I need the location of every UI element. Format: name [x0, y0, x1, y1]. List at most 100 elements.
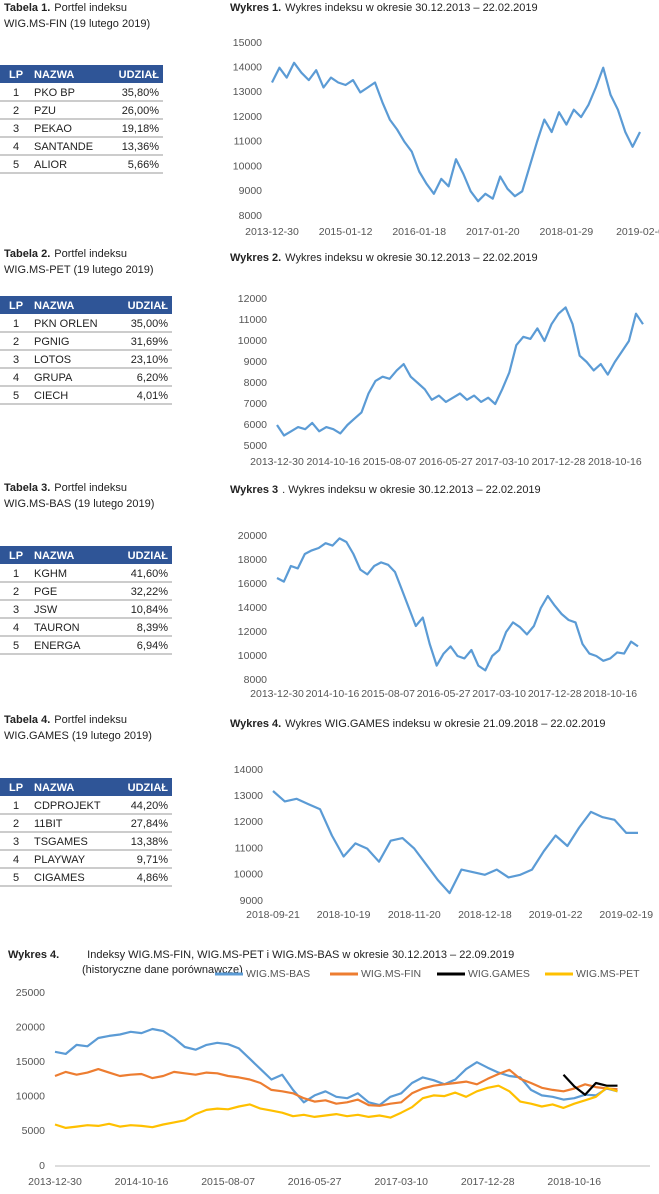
table-cell: 8,39% [137, 622, 168, 634]
table-header [0, 65, 163, 83]
x-tick-label: 2013-12-30 [245, 226, 299, 238]
table-caption: Tabela 2. Portfel indeksu [4, 248, 127, 260]
table-cell: CIGAMES [34, 872, 85, 884]
x-tick-label: 2018-10-16 [588, 456, 642, 468]
table-cell: 5 [13, 159, 19, 171]
x-tick-label: 2018-09-21 [246, 909, 300, 921]
table-cell: 44,20% [131, 800, 169, 812]
table-cell: 2 [13, 105, 19, 117]
table-cell: 32,22% [131, 586, 169, 598]
table-label: Tabela 2. [4, 248, 50, 260]
table-cell: 4 [13, 622, 19, 634]
column-header: UDZIAŁ [128, 782, 169, 794]
chart-title-text: Indeksy WIG.MS-FIN, WIG.MS-PET i WIG.MS-… [87, 949, 514, 961]
series-line [276, 306, 644, 437]
x-tick-label: 2016-05-27 [288, 1176, 342, 1188]
table-cell: 5 [13, 390, 19, 402]
table-cell: 1 [13, 568, 19, 580]
x-tick-label: 2018-10-16 [583, 688, 637, 700]
table-cell: PLAYWAY [34, 854, 86, 866]
series-line [54, 1027, 618, 1107]
legend-label: WIG.MS-PET [576, 968, 640, 980]
table-caption: WIG.GAMES (19 lutego 2019) [4, 730, 152, 742]
column-header: LP [9, 69, 23, 81]
table-caption-text: Portfel indeksu [54, 248, 127, 260]
table-cell: 3 [13, 836, 19, 848]
table-cell: 41,60% [131, 568, 169, 580]
y-tick-label: 9000 [240, 895, 264, 907]
table-cell: SANTANDE [34, 141, 93, 153]
legend-label: WIG.MS-BAS [246, 968, 310, 980]
x-tick-label: 2017-01-20 [466, 226, 520, 238]
y-tick-label: 14000 [233, 61, 262, 73]
table-caption-text: Portfel indeksu [54, 714, 127, 726]
column-header: LP [9, 782, 23, 794]
y-tick-label: 10000 [238, 335, 267, 347]
y-tick-label: 6000 [244, 419, 268, 431]
y-tick-label: 8000 [244, 674, 268, 686]
column-header: UDZIAŁ [119, 69, 160, 81]
table-cell: PGE [34, 586, 57, 598]
series-line [562, 1073, 618, 1096]
x-tick-label: 2013-12-30 [28, 1176, 82, 1188]
chart-title: Wykres 4. Wykres WIG.GAMES indeksu w okre… [230, 718, 605, 730]
table-header [0, 546, 172, 564]
x-tick-label: 2013-12-30 [250, 456, 304, 468]
x-tick-label: 2017-03-10 [472, 688, 526, 700]
chart-title-label: Wykres 3 [230, 484, 278, 496]
chart-title-label: Wykres 4. [230, 718, 281, 730]
table-caption-text: Portfel indeksu [54, 2, 127, 14]
column-header: UDZIAŁ [128, 550, 169, 562]
y-tick-label: 13000 [233, 86, 262, 98]
y-tick-label: 12000 [238, 293, 267, 305]
table-cell: LOTOS [34, 354, 71, 366]
column-header: NAZWA [34, 782, 74, 794]
table-caption: Tabela 3. Portfel indeksu [4, 482, 127, 494]
table-cell: 1 [13, 87, 19, 99]
y-tick-label: 10000 [234, 869, 263, 881]
y-tick-label: 8000 [244, 377, 268, 389]
table-caption: WIG.MS-BAS (19 lutego 2019) [4, 498, 154, 510]
table-cell: 5 [13, 640, 19, 652]
y-tick-label: 14000 [234, 764, 263, 776]
table-cell: 13,36% [122, 141, 160, 153]
legend-label: WIG.GAMES [468, 968, 530, 980]
legend-label: WIG.MS-FIN [361, 968, 421, 980]
table-cell: 31,69% [131, 336, 169, 348]
table-caption: WIG.MS-FIN (19 lutego 2019) [4, 18, 150, 30]
table-cell: KGHM [34, 568, 67, 580]
y-tick-label: 13000 [234, 790, 263, 802]
x-tick-label: 2014-10-16 [115, 1176, 169, 1188]
y-tick-label: 9000 [239, 185, 263, 197]
chart-title-label: Wykres 1. [230, 2, 281, 14]
x-tick-label: 2015-01-12 [319, 226, 373, 238]
y-tick-label: 12000 [234, 816, 263, 828]
table-label: Tabela 4. [4, 714, 50, 726]
column-header: NAZWA [34, 550, 74, 562]
table-cell: 19,18% [122, 123, 160, 135]
table-cell: 10,84% [131, 604, 169, 616]
y-tick-label: 20000 [238, 530, 267, 542]
y-tick-label: 5000 [22, 1125, 46, 1137]
table-cell: PKN ORLEN [34, 318, 98, 330]
series-line [54, 1084, 618, 1129]
table-cell: 35,00% [131, 318, 169, 330]
table-cell: 4,86% [137, 872, 168, 884]
y-tick-label: 8000 [239, 210, 263, 222]
chart-title-text: Wykres indeksu w okresie 30.12.2013 – 22… [285, 252, 537, 264]
y-tick-label: 20000 [16, 1021, 45, 1033]
chart-title: Wykres 2. Wykres indeksu w okresie 30.12.… [230, 252, 538, 264]
y-tick-label: 15000 [233, 37, 262, 49]
x-tick-label: 2015-08-07 [201, 1176, 255, 1188]
table-cell: 35,80% [122, 87, 160, 99]
chart-title-text: . Wykres indeksu w okresie 30.12.2013 – … [282, 484, 541, 496]
chart-subtitle: (historyczne dane porównawcze) [82, 964, 243, 976]
x-tick-label: 2018-10-16 [547, 1176, 601, 1188]
y-tick-label: 12000 [238, 626, 267, 638]
table-cell: TAURON [34, 622, 80, 634]
table-cell: 5,66% [128, 159, 159, 171]
x-tick-label: 2015-08-07 [363, 456, 417, 468]
table-cell: PGNIG [34, 336, 69, 348]
chart-title: Wykres 1. Wykres indeksu w okresie 30.12.… [230, 2, 538, 14]
